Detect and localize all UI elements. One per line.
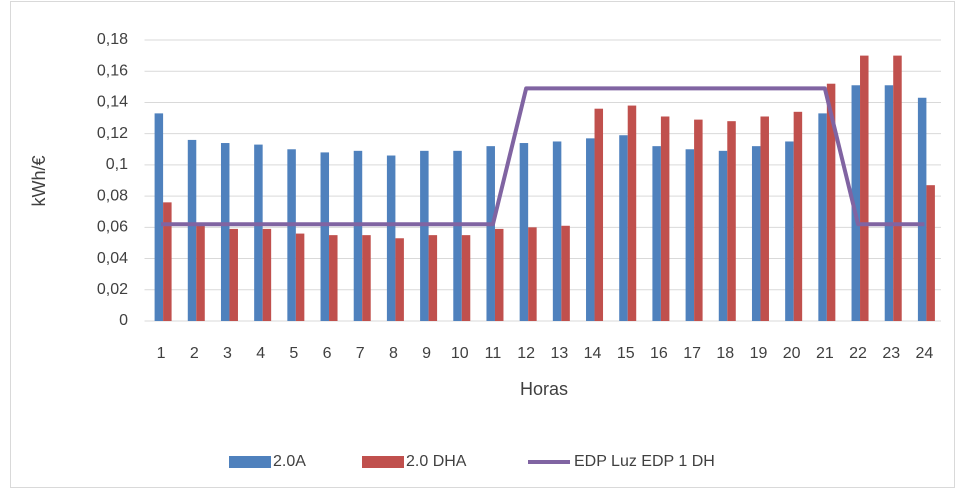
x-tick-label: 4 — [256, 345, 265, 362]
x-tick-label: 6 — [323, 345, 332, 362]
y-tick-label: 0,12 — [97, 125, 128, 142]
x-tick-label: 19 — [750, 345, 768, 362]
bar — [594, 108, 604, 321]
bar — [295, 233, 305, 321]
bar — [826, 83, 836, 321]
x-tick-label: 20 — [783, 345, 801, 362]
y-tick-label: 0,16 — [97, 62, 128, 79]
x-tick-label: 22 — [849, 345, 867, 362]
bar — [329, 235, 338, 321]
bar — [395, 238, 404, 321]
bar — [420, 150, 429, 321]
bar — [685, 149, 695, 321]
bar — [486, 146, 495, 321]
bar — [453, 150, 462, 321]
bar — [353, 150, 363, 321]
bar — [751, 146, 761, 321]
x-tick-label: 9 — [422, 345, 431, 362]
x-tick-label: 23 — [882, 345, 900, 362]
x-tick-label: 21 — [816, 345, 834, 362]
x-tick-label: 24 — [916, 345, 934, 362]
bar — [519, 143, 529, 321]
x-tick-label: 11 — [485, 345, 502, 362]
bar — [884, 85, 894, 322]
legend-swatch — [362, 456, 404, 468]
bar — [619, 135, 628, 321]
bar — [220, 143, 230, 321]
bar — [287, 149, 296, 321]
x-tick-label: 7 — [356, 345, 365, 362]
bar — [229, 228, 238, 321]
x-tick-label: 14 — [584, 345, 602, 362]
bar — [196, 225, 205, 321]
bar — [187, 139, 197, 321]
bar — [893, 55, 902, 321]
y-tick-label: 0,04 — [97, 250, 128, 267]
y-tick-label: 0,08 — [97, 187, 128, 204]
bar — [320, 152, 330, 321]
bar — [851, 85, 861, 322]
bar — [785, 141, 794, 321]
x-tick-label: 8 — [389, 345, 398, 362]
legend-label: EDP Luz EDP 1 DH — [574, 453, 715, 470]
bar — [386, 155, 396, 321]
y-tick-label: 0,1 — [106, 156, 128, 173]
bar — [660, 116, 670, 321]
y-tick-label: 0,18 — [97, 31, 128, 48]
bar — [818, 113, 827, 321]
bar — [793, 111, 803, 321]
bar — [461, 235, 471, 321]
bar — [694, 119, 703, 321]
bar — [528, 227, 537, 321]
x-tick-label: 17 — [683, 345, 701, 362]
y-tick-label: 0,02 — [97, 281, 128, 298]
bar — [917, 97, 927, 321]
bar — [428, 235, 438, 321]
bar — [760, 116, 769, 321]
x-tick-label: 16 — [650, 345, 668, 362]
y-tick-label: 0,06 — [97, 219, 128, 236]
bar — [362, 235, 371, 321]
x-axis-label: Horas — [520, 379, 568, 399]
bar — [561, 225, 570, 321]
x-tick-label: 2 — [190, 345, 199, 362]
x-tick-label: 10 — [451, 345, 469, 362]
chart-border — [10, 1, 955, 488]
bar — [727, 121, 736, 321]
line — [161, 86, 925, 227]
bar — [254, 144, 263, 321]
y-axis-label: kWh/€ — [29, 155, 49, 206]
bar — [586, 138, 595, 321]
bar — [552, 141, 562, 321]
bar — [652, 146, 661, 321]
y-tick-label: 0 — [119, 312, 128, 329]
bar — [627, 105, 637, 321]
x-tick-label: 12 — [517, 345, 535, 362]
legend-label: 2.0 DHA — [406, 453, 467, 470]
x-tick-label: 18 — [716, 345, 734, 362]
bar — [163, 202, 172, 321]
x-tick-label: 3 — [223, 345, 232, 362]
x-tick-label: 5 — [289, 345, 298, 362]
x-tick-label: 13 — [550, 345, 568, 362]
bar — [154, 113, 164, 321]
legend-label: 2.0A — [273, 453, 306, 470]
bar — [262, 228, 272, 321]
x-tick-label: 1 — [157, 345, 166, 362]
bar — [860, 55, 869, 321]
legend-swatch — [229, 456, 271, 468]
y-tick-label: 0,14 — [97, 94, 128, 111]
bar — [926, 185, 935, 321]
bar — [494, 228, 504, 321]
x-tick-label: 15 — [617, 345, 635, 362]
bar — [718, 150, 728, 321]
